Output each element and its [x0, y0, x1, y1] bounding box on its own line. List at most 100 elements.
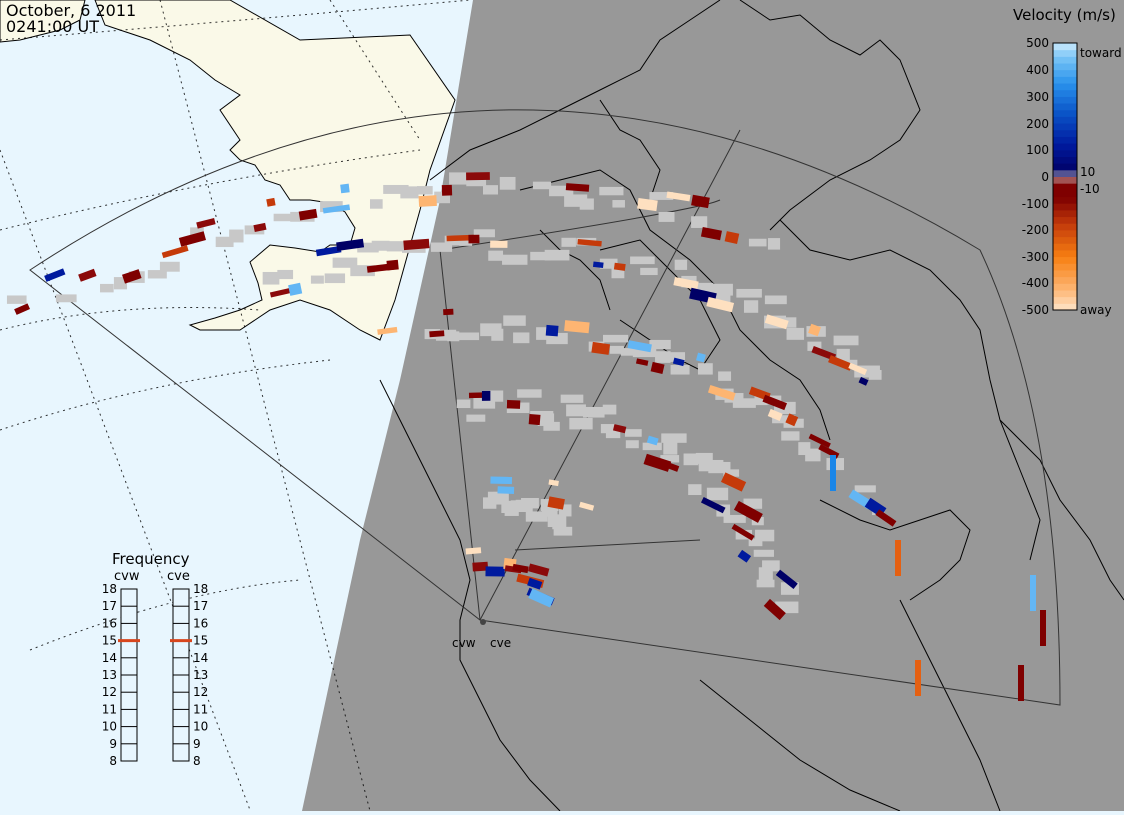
ground-scatter-cell [552, 522, 567, 530]
colorbar-swatch [1053, 169, 1077, 177]
frequency-scale-label: 18 [102, 582, 117, 596]
ground-scatter-cell [649, 339, 671, 350]
velocity-cell [763, 598, 786, 621]
colorbar-swatch [1053, 203, 1077, 211]
ground-scatter-cell [416, 186, 433, 195]
ground-scatter-cell [620, 348, 638, 356]
colorbar-swatch [1053, 89, 1077, 97]
ground-scatter-cell [320, 201, 343, 213]
ground-scatter-cell [625, 440, 639, 449]
ground-scatter-cell [748, 238, 767, 247]
velocity-cell [731, 523, 755, 541]
velocity-cell [497, 486, 515, 494]
frequency-scale-label: 15 [193, 634, 208, 648]
velocity-colorbar: 500400300200100100-10-100-200-300-400-50… [1022, 36, 1122, 317]
graticule [0, 0, 471, 812]
ground-scatter-cell [723, 514, 746, 523]
ground-scatter-cell [447, 331, 460, 342]
ground-scatter-cell [466, 414, 486, 422]
velocity-cell [472, 561, 489, 572]
velocity-cell [418, 195, 437, 207]
velocity-cell [635, 358, 649, 366]
velocity-cell [315, 245, 342, 257]
velocity-cell [468, 234, 480, 244]
velocity-cell [465, 547, 482, 555]
ground-scatter-cell [786, 327, 805, 340]
colorbar-swatch [1053, 149, 1077, 157]
ground-scatter-cell [543, 421, 560, 431]
colorbar-tick-label: 400 [1026, 63, 1049, 77]
velocity-cell [672, 357, 685, 367]
ground-scatter-cell [277, 269, 294, 280]
frequency-scale-label: 9 [193, 737, 201, 751]
colorbar-swatch [1053, 143, 1077, 151]
colorbar-tick-label: -200 [1022, 223, 1049, 237]
frequency-scale-label: 11 [193, 702, 208, 716]
ground-scatter-cell [491, 328, 504, 341]
frequency-scale-label: 10 [193, 720, 208, 734]
frequency-scale-label: 12 [193, 685, 208, 699]
ground-scatter-cell [350, 265, 375, 277]
ground-scatter-cell [655, 351, 671, 363]
ground-scatter-cell [736, 288, 762, 298]
ground-scatter-cell [229, 229, 244, 243]
velocity-cell [700, 227, 722, 241]
frequency-scale-label: 11 [102, 702, 117, 716]
ground-scatter-cell [324, 273, 346, 284]
velocity-cell [481, 390, 491, 401]
velocity-cell [733, 500, 763, 523]
ground-scatter-cell [383, 184, 409, 194]
ground-scatter-cell [481, 390, 504, 402]
ground-scatter-cell [755, 529, 775, 542]
velocity-cell [527, 577, 543, 590]
colorbar-swatch [1053, 216, 1077, 224]
velocity-cell [650, 361, 665, 374]
ground-scatter-cell [513, 332, 530, 344]
colorbar-swatch [1053, 183, 1077, 191]
colorbar-tick-label: -400 [1022, 276, 1049, 290]
ground-scatter-cell [530, 251, 552, 261]
frequency-scale-label: 8 [193, 754, 201, 768]
ground-scatter-cell [624, 429, 642, 437]
velocity-cell [269, 287, 293, 298]
time-label: 0241:00 UT [6, 17, 100, 36]
frequency-gauges: 18 17 16 15 14 13 12 11 10 9 8 18 17 16 15 14 13 12 11 10 9 8 [102, 582, 209, 768]
colorbar-swatch [1053, 289, 1077, 298]
velocity-cell [643, 453, 672, 472]
velocity-cell [490, 476, 513, 485]
ground-scatter-cell [386, 241, 412, 252]
colorbar-swatch [1053, 189, 1077, 198]
colorbar-tick-label: -100 [1022, 197, 1049, 211]
ground-scatter-cell [695, 452, 713, 464]
ground-scatter-cell [582, 406, 605, 418]
colorbar-swatch [1053, 196, 1077, 204]
colorbar-tick-label: 300 [1026, 90, 1049, 104]
frequency-radar-cvw-label: cvw [114, 569, 140, 584]
radar-site-label-cvw: cvw [452, 636, 476, 650]
velocity-cell [253, 222, 267, 233]
velocity-cell [848, 362, 868, 376]
ground-scatter-cell [499, 176, 516, 190]
ground-scatter-cell [492, 491, 508, 504]
velocity-cell [808, 433, 831, 449]
velocity-cell [443, 308, 454, 316]
ground-scatter-cell [748, 538, 763, 547]
ground-scatter-cell [546, 332, 568, 345]
ground-scatter-cell [697, 363, 713, 375]
ground-scatter-cell [723, 469, 740, 477]
velocity-cell [1018, 665, 1024, 701]
ground-scatter-cell [764, 295, 787, 305]
ground-scatter-cell [602, 404, 617, 415]
ground-scatter-cell [688, 484, 702, 496]
radar-site-label-cve: cve [490, 636, 511, 650]
ground-scatter-cell [691, 216, 708, 228]
radar-site-marker [480, 619, 486, 625]
velocity-cell [577, 238, 602, 247]
velocity-cell [627, 340, 652, 353]
frequency-scale-label: 12 [102, 685, 117, 699]
ground-scatter-cell [674, 259, 688, 270]
velocity-cell [466, 172, 490, 181]
ground-scatter-cell [473, 229, 495, 238]
colorbar-swatch [1053, 269, 1077, 278]
velocity-cell [386, 259, 399, 271]
